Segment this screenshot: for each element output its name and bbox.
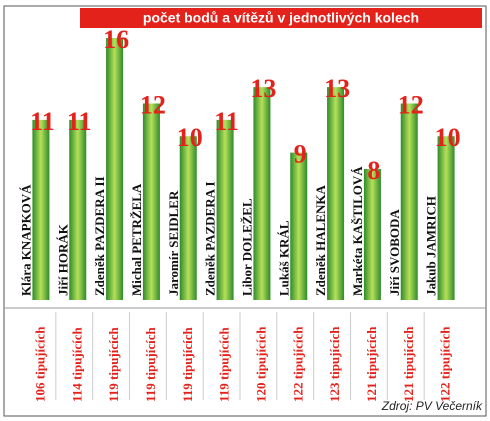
value-label: 11 (214, 107, 239, 136)
bar (437, 136, 455, 300)
value-label: 10 (177, 123, 203, 152)
value-label: 13 (250, 74, 276, 103)
bar-name: Libor DOLEŽEL (239, 198, 254, 296)
value-label: 8 (367, 156, 380, 185)
value-label: 11 (67, 107, 92, 136)
title-bar (80, 8, 482, 28)
bar-name: Zdeněk HALENKA (313, 185, 328, 296)
source: Zdroj: PV Večerník (381, 399, 483, 413)
bar-name: Klára KNAPKOVÁ (18, 184, 33, 296)
frame (3, 5, 487, 417)
tipers-label: 123 tipujících (327, 326, 342, 402)
bar-name: Jakub JAMRICH (424, 196, 439, 296)
bar (106, 38, 124, 300)
value-label: 10 (435, 123, 461, 152)
bar-name: Zdeněk PAZDERA I (203, 181, 218, 296)
bar (290, 152, 308, 300)
tipers-label: 119 tipujících (180, 326, 195, 402)
bar (69, 119, 87, 300)
value-label: 16 (103, 25, 129, 54)
tipers-label: 119 tipujících (106, 326, 121, 402)
bar (216, 119, 234, 300)
tipers-label: 122 tipujících (438, 326, 453, 402)
bar-name: Jaromír SEIDLER (166, 190, 181, 296)
bar (142, 103, 160, 300)
bar-name: Jiří HORÁK (55, 223, 70, 296)
bar (400, 103, 418, 300)
bar-name: Zdeněk PAZDERA II (92, 176, 107, 296)
bar-name: Jiří SVOBODA (387, 209, 402, 296)
bar (327, 87, 345, 300)
tipers-label: 122 tipujících (290, 326, 305, 402)
tipers-label: 120 tipujících (253, 326, 268, 402)
value-label: 9 (294, 140, 307, 169)
bar-name: Michal PETRŽELA (129, 183, 144, 296)
value-label: 12 (398, 90, 424, 119)
tipers-label: 119 tipujících (217, 326, 232, 402)
value-label: 13 (324, 74, 350, 103)
value-label: 12 (140, 90, 166, 119)
tipers-label: 106 tipujících (32, 326, 47, 402)
tipers-label: 119 tipujících (143, 326, 158, 402)
value-label: 11 (30, 107, 55, 136)
chart-title: počet bodů a vítězů v jednotlivých kolec… (143, 10, 419, 26)
tipers-label: 121 tipujících (364, 326, 379, 402)
tipers-label: 121 tipujících (401, 326, 416, 402)
bar (363, 169, 381, 300)
tipers-label: 114 tipujících (69, 326, 84, 402)
bar (32, 119, 50, 300)
bar-name: Lukáš KRÁL (276, 220, 291, 296)
bar (179, 136, 197, 300)
bar (253, 87, 271, 300)
bar-name: Markéta KAŠTILOVÁ (350, 166, 365, 296)
